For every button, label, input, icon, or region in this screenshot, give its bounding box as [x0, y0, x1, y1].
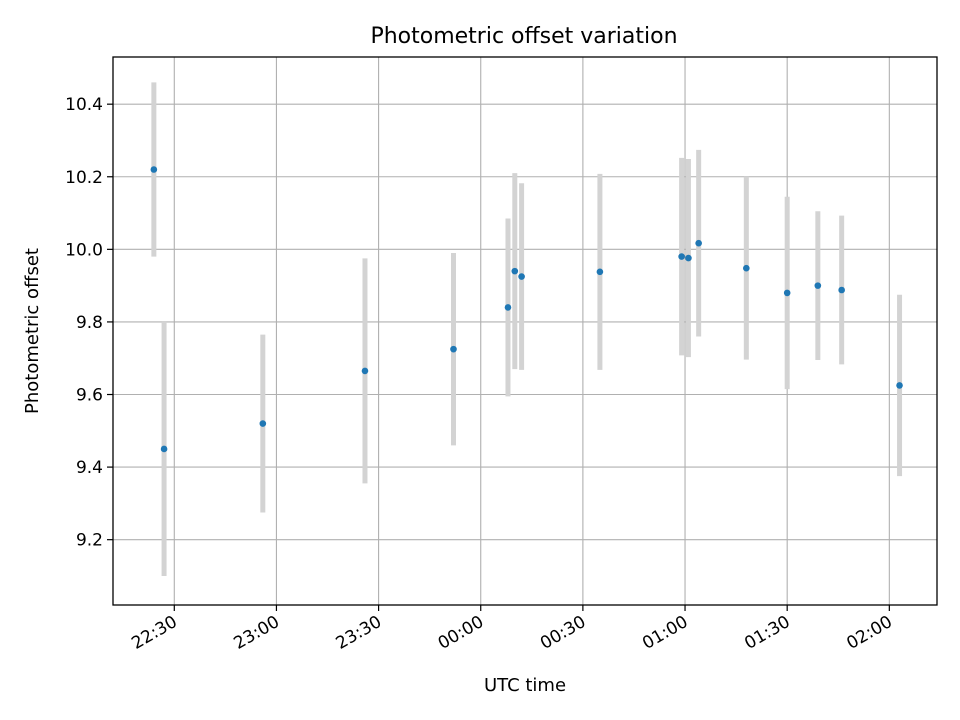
data-point [160, 445, 168, 453]
x-axis-label: UTC time [484, 675, 566, 696]
x-tick-label: 02:00 [843, 612, 895, 654]
y-tick-label: 10.0 [65, 240, 103, 260]
data-point [678, 253, 685, 260]
grid [113, 57, 937, 605]
x-tick-label: 23:30 [333, 612, 385, 654]
y-tick-label: 10.2 [65, 168, 103, 188]
x-tick-label: 01:00 [639, 612, 691, 654]
y-tick-label: 9.2 [76, 531, 103, 551]
data-point [783, 289, 791, 297]
y-tick-label: 9.4 [76, 458, 103, 478]
data-points [150, 166, 903, 453]
data-point [450, 345, 457, 353]
data-point [259, 420, 267, 427]
y-tick-label: 9.8 [76, 313, 103, 333]
x-tick-label: 00:00 [435, 612, 487, 654]
y-tick-label: 10.4 [65, 95, 103, 115]
data-point [361, 367, 369, 375]
data-point [814, 282, 822, 289]
data-point [596, 268, 604, 276]
y-axis-label: Photometric offset [22, 248, 43, 414]
data-point [695, 239, 702, 247]
plot-frame [112, 56, 938, 606]
data-point [685, 254, 692, 262]
data-point [150, 166, 158, 173]
x-tick-label: 22:30 [128, 612, 180, 654]
data-point [743, 264, 750, 272]
x-tick-label: 00:30 [537, 612, 589, 654]
data-point [518, 273, 525, 280]
data-point [504, 304, 512, 311]
x-tick-label: 01:30 [741, 612, 793, 654]
data-point [511, 267, 519, 275]
data-point [896, 382, 903, 389]
data-point [838, 286, 845, 294]
x-tick-label: 23:00 [231, 612, 283, 654]
y-tick-label: 9.6 [76, 386, 103, 406]
chart-title: Photometric offset variation [370, 24, 677, 49]
